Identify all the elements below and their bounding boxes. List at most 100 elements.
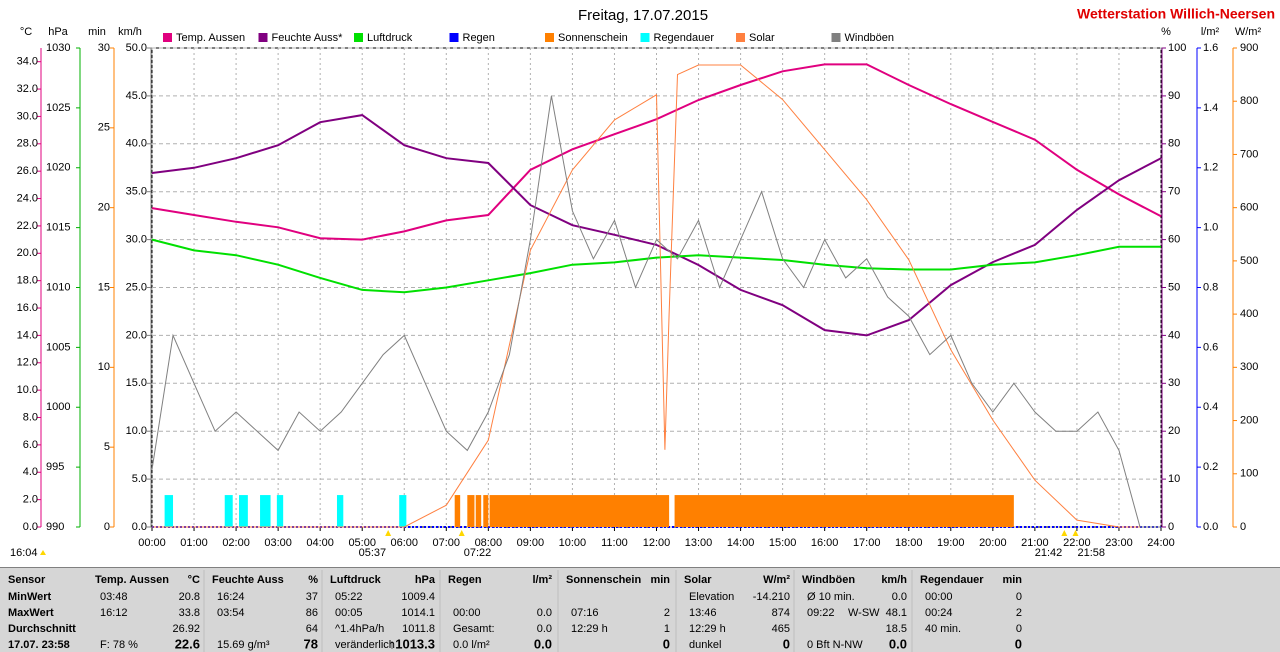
cell-value: -14.210 — [753, 591, 790, 603]
column-unit: hPa — [415, 574, 436, 586]
bar — [475, 495, 482, 527]
x-tick-label: 10:00 — [559, 537, 587, 549]
axis-tick-label: 700 — [1240, 148, 1258, 160]
axis-tick-label: 20.0 — [126, 329, 147, 341]
axis-tick-label: 30 — [98, 42, 110, 54]
bar — [224, 495, 233, 527]
cell-left: dunkel — [689, 639, 721, 651]
column-name: Windböen — [802, 574, 855, 586]
cell-value: 1014.1 — [401, 607, 435, 619]
x-tick-label: 24:00 — [1147, 537, 1175, 549]
annotation-marker — [458, 530, 465, 536]
axis-unit: km/h — [118, 26, 142, 38]
axis-tick-label: 1030 — [46, 42, 70, 54]
bar — [489, 495, 670, 527]
x-tick-label: 12:00 — [643, 537, 671, 549]
axis-unit: °C — [20, 26, 32, 38]
x-tick-label: 21:00 — [1021, 537, 1049, 549]
axis-tick-label: 45.0 — [126, 90, 147, 102]
cell-left: veränderlich — [335, 639, 395, 651]
x-tick-label: 02:00 — [222, 537, 250, 549]
axis-tick-label: 20 — [98, 202, 110, 214]
axis-tick-label: 1020 — [46, 162, 70, 174]
annotation-label: 21:58 — [1078, 547, 1106, 559]
column-unit: l/m² — [532, 574, 552, 586]
cell-value: 874 — [772, 607, 790, 619]
column-name: Regen — [448, 574, 482, 586]
cell-value: 78 — [304, 636, 318, 651]
cell-left: Ø 10 min. — [807, 591, 855, 603]
annotation-label: 05:37 — [359, 547, 387, 559]
x-tick-label: 22:00 — [1063, 537, 1091, 549]
cell-value: 48.1 — [886, 607, 907, 619]
x-tick-label: 17:00 — [853, 537, 881, 549]
legend-label: Windböen — [845, 32, 895, 44]
cell-left: 0.0 l/m² — [453, 639, 490, 651]
axis-unit: min — [88, 26, 106, 38]
cell-value: 1011.8 — [402, 623, 435, 635]
axis-tick-label: 1005 — [46, 341, 70, 353]
x-tick-label: 13:00 — [685, 537, 713, 549]
axis-tick-label: 40.0 — [126, 138, 147, 150]
cell-value: 1009.4 — [401, 591, 435, 603]
column-name: Regendauer — [920, 574, 984, 586]
cell-left: 40 min. — [925, 623, 961, 635]
cell-value: 86 — [306, 607, 318, 619]
row-label: Durchschnitt — [8, 623, 76, 635]
bar — [336, 495, 344, 527]
bar — [467, 495, 475, 527]
axis-tick-label: 1010 — [46, 281, 70, 293]
cell-value: 26.92 — [172, 623, 200, 635]
axis-tick-label: 30 — [1168, 377, 1180, 389]
column-name: Temp. Aussen — [95, 574, 169, 586]
column-name: Sonnenschein — [566, 574, 641, 586]
cell-left: ^1.4hPa/h — [335, 623, 384, 635]
axis-tick-label: 995 — [46, 461, 64, 473]
axis-tick-label: 500 — [1240, 255, 1258, 267]
x-tick-label: 19:00 — [937, 537, 965, 549]
column-name: Solar — [684, 574, 712, 586]
axis-tick-label: 90 — [1168, 90, 1180, 102]
station-name: Wetterstation Willich-Neersen — [1077, 6, 1275, 22]
axis-tick-label: 400 — [1240, 308, 1258, 320]
cell-value: 0 — [783, 636, 790, 651]
cell-value: 0 — [663, 636, 670, 651]
axis-tick-label: 1015 — [46, 222, 70, 234]
cell-left: 12:29 h — [571, 623, 608, 635]
x-tick-label: 05:00 — [348, 537, 376, 549]
annotation-marker — [385, 530, 392, 536]
cell-mid: W-SW — [848, 607, 880, 619]
legend-label: Feuchte Auss* — [272, 32, 344, 44]
axis-tick-label: 28.0 — [17, 138, 38, 150]
axis-tick-label: 1025 — [46, 102, 70, 114]
row-label: MaxWert — [8, 607, 54, 619]
axis-tick-label: 0 — [1240, 521, 1246, 533]
cell-value: 18.5 — [886, 623, 907, 635]
axis-tick-label: 18.0 — [17, 275, 38, 287]
cell-value: 2 — [1016, 607, 1022, 619]
bar — [239, 495, 248, 527]
axis-tick-label: 35.0 — [126, 186, 147, 198]
axis-tick-label: 16.0 — [17, 302, 38, 314]
x-tick-label: 04:00 — [306, 537, 334, 549]
axis-tick-label: 10 — [1168, 473, 1180, 485]
cell-value: 1 — [664, 623, 670, 635]
legend-swatch — [163, 33, 172, 42]
axis-tick-label: 12.0 — [17, 357, 38, 369]
cell-value: 0 — [1015, 636, 1022, 651]
axis-tick-label: 0.8 — [1203, 281, 1218, 293]
axis-tick-label: 5 — [104, 441, 110, 453]
table-heading: Sensor — [8, 574, 46, 586]
axis-tick-label: 1000 — [46, 401, 70, 413]
column-name: Feuchte Auss — [212, 574, 284, 586]
legend-label: Regendauer — [654, 32, 715, 44]
axis-tick-label: 8.0 — [23, 411, 38, 423]
legend-swatch — [736, 33, 745, 42]
column-unit: km/h — [881, 574, 907, 586]
legend-swatch — [640, 33, 650, 42]
cell-value: 2 — [664, 607, 670, 619]
legend-swatch — [258, 33, 268, 42]
cell-left: 05:22 — [335, 591, 363, 603]
cell-value: 20.8 — [179, 591, 200, 603]
axis-tick-label: 10 — [98, 361, 110, 373]
